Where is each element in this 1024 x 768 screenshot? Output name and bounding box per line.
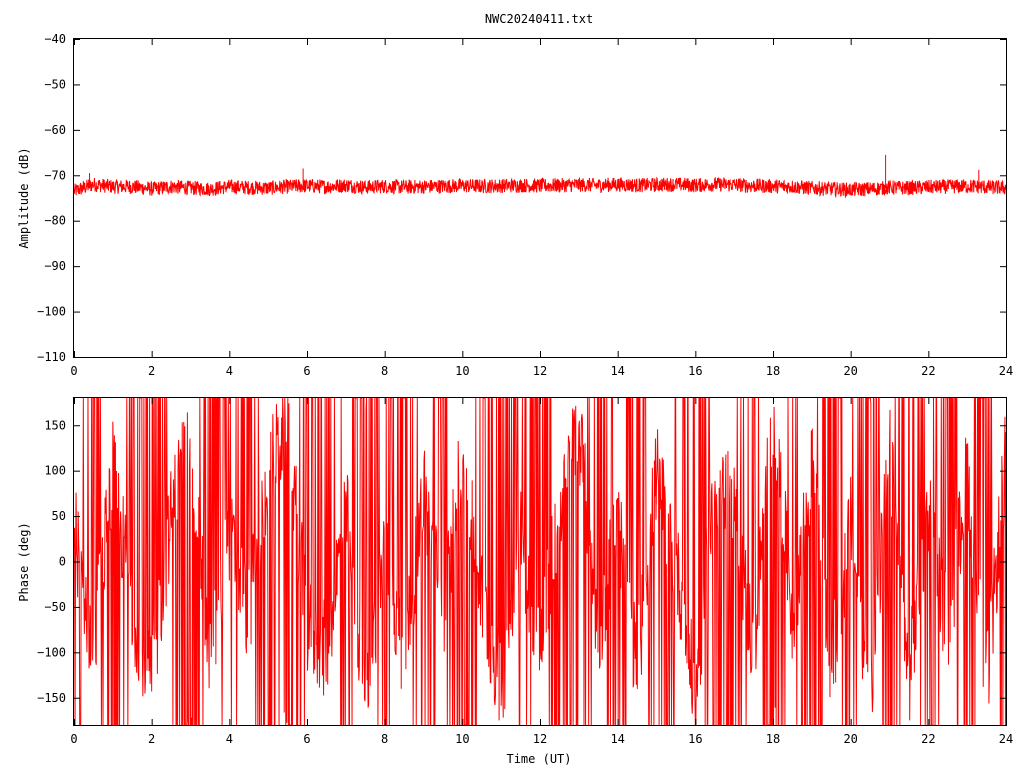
x-tick-label: 2 <box>148 364 155 378</box>
phase-frame <box>73 397 1007 726</box>
phase-ticks: 0 2 4 6 8 10 12 14 16 18 20 22 24−150−100−5005010015… <box>37 398 1013 746</box>
amplitude-panel: 0 2 4 6 8 10 12 14 16 18 20 22 24−110−100−90−80−70−6… <box>17 32 1013 378</box>
y-tick-label: −70 <box>44 168 66 182</box>
x-tick-label: 22 <box>921 732 935 746</box>
x-tick-label: 18 <box>766 732 780 746</box>
y-tick-label: 0 <box>59 555 66 569</box>
x-tick-label: 24 <box>999 732 1013 746</box>
y-tick-label: −110 <box>37 350 66 364</box>
x-tick-label: 12 <box>533 732 547 746</box>
x-tick-label: 16 <box>688 364 702 378</box>
x-tick-label: 12 <box>533 364 547 378</box>
phase-plot-area <box>73 397 1007 727</box>
x-tick-label: 10 <box>455 732 469 746</box>
y-tick-label: −40 <box>44 32 66 46</box>
x-tick-label: 16 <box>688 732 702 746</box>
y-tick-label: −60 <box>44 123 66 137</box>
x-tick-label: 8 <box>381 364 388 378</box>
x-tick-label: 0 <box>70 364 77 378</box>
y-tick-label: 100 <box>44 464 66 478</box>
phase-series-line <box>73 397 1007 727</box>
amplitude-ticks: 0 2 4 6 8 10 12 14 16 18 20 22 24−110−100−90−80−70−6… <box>37 32 1013 378</box>
x-tick-label: 22 <box>921 364 935 378</box>
x-tick-label: 6 <box>303 732 310 746</box>
phase-x-axis-label: Time (UT) <box>506 752 571 766</box>
x-tick-label: 2 <box>148 732 155 746</box>
phase-panel: 0 2 4 6 8 10 12 14 16 18 20 22 24−150−100−5005010015… <box>17 397 1013 766</box>
y-tick-label: 150 <box>44 418 66 432</box>
y-tick-label: −100 <box>37 645 66 659</box>
y-tick-label: −150 <box>37 691 66 705</box>
y-tick-label: −100 <box>37 305 66 319</box>
x-tick-label: 18 <box>766 364 780 378</box>
y-tick-label: −90 <box>44 259 66 273</box>
amplitude-plot-area <box>73 154 1007 199</box>
y-tick-label: −50 <box>44 77 66 91</box>
x-tick-label: 14 <box>610 732 624 746</box>
x-tick-label: 6 <box>303 364 310 378</box>
x-tick-label: 4 <box>226 364 233 378</box>
x-tick-label: 14 <box>610 364 624 378</box>
y-tick-label: 50 <box>52 509 66 523</box>
x-tick-label: 10 <box>455 364 469 378</box>
y-tick-label: −50 <box>44 600 66 614</box>
amplitude-series-line <box>73 176 1007 199</box>
amplitude-y-axis-label: Amplitude (dB) <box>17 147 31 248</box>
y-tick-label: −80 <box>44 214 66 228</box>
x-tick-label: 8 <box>381 732 388 746</box>
phase-y-axis-label: Phase (deg) <box>17 522 31 601</box>
x-tick-label: 20 <box>843 364 857 378</box>
x-tick-label: 0 <box>70 732 77 746</box>
chart-title: NWC20240411.txt <box>485 12 593 26</box>
amplitude-frame <box>73 38 1007 358</box>
x-tick-label: 4 <box>226 732 233 746</box>
x-tick-label: 20 <box>843 732 857 746</box>
x-tick-label: 24 <box>999 364 1013 378</box>
